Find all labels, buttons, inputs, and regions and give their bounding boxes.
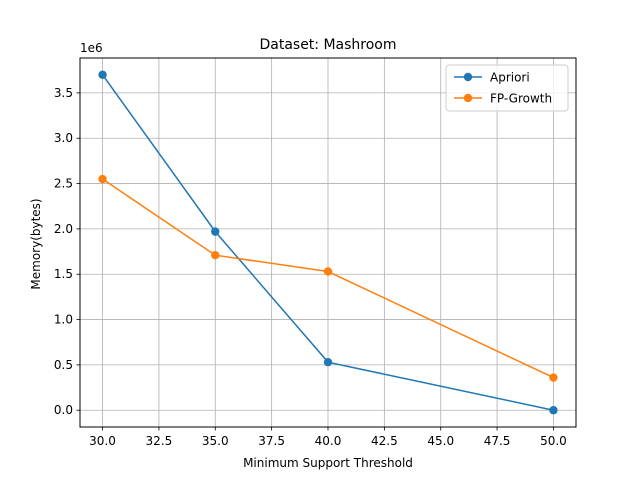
- y-tick-label: 0.0: [54, 403, 73, 417]
- data-point: [323, 357, 333, 367]
- x-tick-label: 35.0: [202, 434, 229, 448]
- y-tick-label: 3.5: [54, 86, 73, 100]
- x-tick-label: 42.5: [371, 434, 398, 448]
- legend: Apriori FP-Growth: [445, 64, 569, 112]
- data-point: [211, 227, 220, 236]
- x-tick-label: 32.5: [146, 434, 173, 448]
- x-tick-label: 47.5: [484, 434, 511, 448]
- legend-swatch-marker: [463, 72, 473, 82]
- series-line-1: [102, 178, 554, 379]
- data-point: [98, 174, 107, 184]
- y-offset-label: 1e6: [80, 41, 103, 55]
- data-point: [323, 267, 333, 276]
- x-tick-label: 30.0: [89, 434, 116, 448]
- y-axis-title: Memory(bytes): [29, 198, 43, 289]
- legend-label: FP-Growth: [490, 92, 552, 106]
- axis-ticks: 30.0 32.5 35.0 37.5 40.0 42.5 45.0 47.5 50.0 0.0 0…: [54, 86, 567, 448]
- x-tick-label: 50.0: [540, 434, 567, 448]
- x-axis-title: Minimum Support Threshold: [243, 456, 413, 470]
- x-tick-label: 40.0: [315, 434, 342, 448]
- data-point: [211, 250, 220, 260]
- data-point: [98, 70, 107, 79]
- y-tick-label: 2.0: [54, 222, 73, 236]
- series-line-0: [101, 74, 554, 411]
- legend-label: Apriori: [490, 71, 530, 85]
- y-tick-label: 1.0: [54, 313, 73, 327]
- x-tick-label: 37.5: [258, 434, 285, 448]
- x-tick-label: 45.0: [427, 434, 454, 448]
- y-tick-label: 1.5: [54, 267, 73, 281]
- chart-title: Dataset: Mashroom: [259, 37, 396, 53]
- data-point: [549, 406, 558, 415]
- legend-swatch-marker: [463, 93, 473, 103]
- y-tick-label: 2.5: [54, 177, 73, 191]
- data-point: [549, 373, 558, 382]
- plot-series: [98, 70, 558, 415]
- y-tick-label: 3.0: [54, 131, 73, 145]
- y-tick-label: 0.5: [54, 358, 73, 372]
